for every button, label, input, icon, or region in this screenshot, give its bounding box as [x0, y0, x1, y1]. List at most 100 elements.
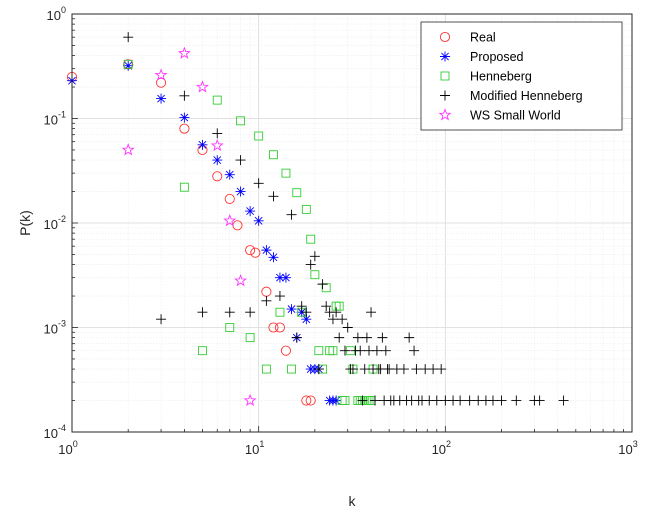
point-proposed [286, 304, 297, 315]
series-ws-small-world [121, 46, 257, 407]
legend-label-proposed: Proposed [470, 50, 524, 64]
point-henneberg [287, 364, 296, 374]
point-modified-henneberg [370, 395, 381, 406]
series-modified-henneberg [123, 32, 569, 406]
point-modified-henneberg [409, 345, 420, 356]
point-modified-henneberg [212, 128, 223, 139]
point-proposed [123, 60, 134, 71]
point-real [280, 345, 291, 356]
point-proposed [274, 272, 285, 283]
point-henneberg [281, 168, 291, 178]
point-modified-henneberg [357, 395, 368, 406]
y-tick-label: 10-4 [44, 423, 66, 441]
point-ws-small-world [234, 273, 248, 287]
point-modified-henneberg [377, 332, 388, 343]
point-ws-small-world [196, 80, 209, 93]
point-proposed [261, 245, 272, 256]
y-tick-label: 10-1 [44, 110, 66, 128]
point-modified-henneberg [339, 345, 350, 356]
point-modified-henneberg [496, 395, 507, 406]
point-modified-henneberg [455, 395, 466, 406]
point-modified-henneberg [305, 259, 316, 270]
point-modified-henneberg [309, 251, 320, 262]
point-henneberg [123, 59, 133, 69]
point-modified-henneberg [337, 314, 348, 325]
point-modified-henneberg [253, 178, 264, 189]
point-modified-henneberg [380, 345, 391, 356]
x-tick-label: 102 [432, 439, 451, 457]
legend-marker-proposed [440, 51, 450, 62]
point-real [179, 123, 190, 134]
point-proposed [156, 93, 167, 104]
point-henneberg [301, 204, 311, 214]
point-modified-henneberg [464, 395, 475, 406]
point-modified-henneberg [286, 209, 297, 220]
point-ws-small-world [121, 143, 135, 156]
point-modified-henneberg [296, 301, 307, 312]
point-modified-henneberg [235, 155, 246, 166]
point-henneberg [236, 116, 246, 126]
point-real [268, 322, 279, 333]
point-modified-henneberg [355, 345, 366, 356]
point-modified-henneberg [342, 322, 353, 333]
point-proposed [331, 395, 342, 406]
legend-marker-ws-small-world [438, 108, 452, 121]
point-modified-henneberg [123, 32, 134, 43]
point-modified-henneberg [156, 314, 167, 325]
x-tick-label: 103 [618, 439, 637, 457]
point-modified-henneberg [331, 307, 342, 318]
legend-marker-henneberg [440, 71, 450, 81]
point-modified-henneberg [436, 364, 447, 375]
y-axis-label: P(k) [17, 210, 33, 236]
point-modified-henneberg [334, 332, 345, 343]
point-modified-henneberg [534, 395, 545, 406]
point-modified-henneberg [268, 191, 279, 202]
point-real [301, 395, 312, 406]
point-proposed [253, 215, 264, 226]
point-modified-henneberg [487, 395, 498, 406]
point-modified-henneberg [398, 364, 409, 375]
point-henneberg [254, 131, 264, 141]
point-modified-henneberg [558, 395, 569, 406]
point-modified-henneberg [301, 307, 312, 318]
point-proposed [197, 139, 208, 150]
y-tick-label: 100 [47, 5, 66, 23]
legend-label-modified-henneberg: Modified Henneberg [470, 89, 583, 103]
legend-label-real: Real [470, 31, 496, 45]
point-modified-henneberg [431, 395, 442, 406]
point-henneberg [275, 307, 285, 317]
point-modified-henneberg [361, 332, 372, 343]
point-real [274, 322, 285, 333]
point-real [245, 245, 256, 256]
point-proposed [224, 169, 235, 180]
point-modified-henneberg [179, 90, 190, 101]
point-proposed [212, 155, 223, 166]
point-modified-henneberg [321, 301, 332, 312]
point-ws-small-world [210, 138, 224, 152]
y-tick-label: 10-2 [44, 214, 66, 232]
point-modified-henneberg [371, 345, 382, 356]
legend-label-henneberg: Henneberg [470, 70, 532, 84]
legend-label-ws-small-world: WS Small World [470, 109, 561, 123]
point-henneberg [245, 333, 255, 343]
point-real [250, 247, 261, 258]
point-proposed [280, 272, 291, 283]
point-henneberg [334, 301, 344, 311]
point-proposed [245, 206, 256, 217]
legend-items: Real Proposed Henneberg Modified Henneberg W… [438, 31, 583, 123]
point-modified-henneberg [411, 364, 422, 375]
point-proposed [301, 314, 312, 325]
point-modified-henneberg [261, 295, 272, 306]
point-henneberg [198, 346, 207, 356]
point-henneberg [212, 95, 222, 105]
point-modified-henneberg [291, 332, 302, 343]
point-modified-henneberg [327, 314, 338, 325]
point-henneberg [292, 188, 302, 198]
point-henneberg [310, 270, 320, 280]
legend-marker-real [439, 31, 451, 43]
point-modified-henneberg [366, 307, 377, 318]
point-henneberg [328, 346, 338, 356]
point-ws-small-world [177, 46, 191, 59]
point-ws-small-world [243, 393, 257, 407]
